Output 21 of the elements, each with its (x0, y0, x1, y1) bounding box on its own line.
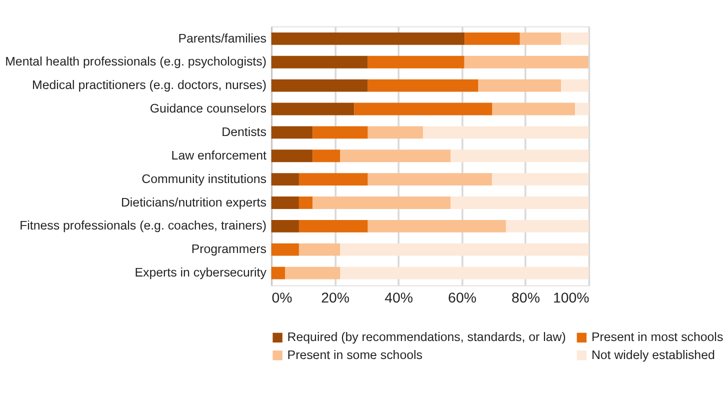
y-tick-label: Guidance counselors (150, 102, 266, 116)
y-tick-label: Community institutions (142, 172, 266, 186)
x-tick-label: 80% (512, 290, 540, 307)
y-tick-label: Experts in cybersecurity (134, 266, 268, 280)
y-tick-label: Parents/families (178, 31, 266, 46)
x-tick-label: 40% (384, 290, 414, 307)
legend-label: Required (by recommendations, standards, or law) (287, 330, 566, 344)
y-tick-label: Dentists (222, 124, 266, 139)
y-tick-label: Law enforcement (171, 148, 268, 162)
x-tick-label: 60% (448, 290, 477, 307)
y-tick-label: Dieticians/nutrition experts (120, 195, 266, 210)
x-tick-label: 20% (321, 290, 350, 307)
y-tick-label: Fitness professionals (e.g. coaches, trainers) (20, 218, 266, 233)
x-tick-label: 0% (272, 290, 293, 307)
legend-label: Not widely established (591, 348, 715, 362)
y-tick-label: Programmers (191, 242, 266, 256)
legend-label: Present in some schools (287, 348, 422, 362)
legend-label: Present in most schools (591, 330, 724, 344)
y-tick-label: Medical practitioners (e.g. doctors, nurses) (32, 78, 266, 92)
x-tick-label: 100% (552, 290, 590, 307)
y-tick-label: Mental health professionals (e.g. psychologists) (5, 54, 266, 69)
